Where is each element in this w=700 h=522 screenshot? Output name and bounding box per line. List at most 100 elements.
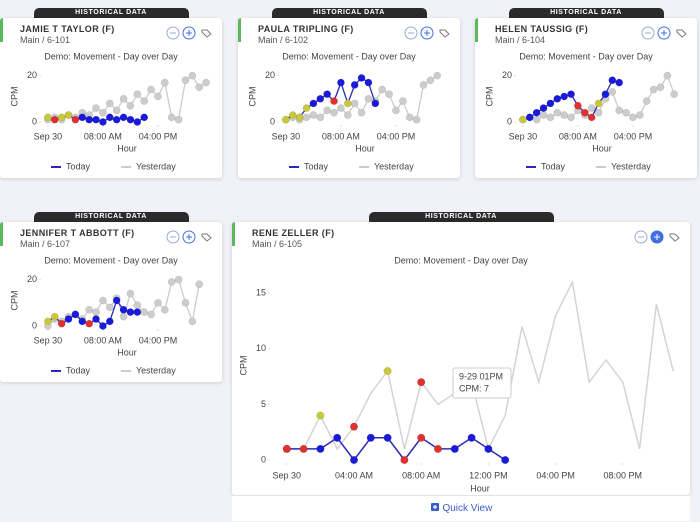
quick-view-bar[interactable]: Quick View xyxy=(232,495,690,521)
data-point xyxy=(433,71,442,80)
data-point xyxy=(553,94,562,103)
data-point xyxy=(105,113,114,122)
data-point xyxy=(343,99,352,108)
y-tick-label: 20 xyxy=(27,274,37,284)
data-point xyxy=(426,76,435,85)
data-point xyxy=(92,308,100,316)
data-point xyxy=(309,111,318,119)
data-point xyxy=(635,111,644,119)
y-tick-label: 15 xyxy=(256,288,266,298)
data-point xyxy=(560,92,569,101)
data-point xyxy=(364,94,373,103)
card-name: JENNIFER T ABBOTT (F) xyxy=(20,228,135,238)
data-point xyxy=(350,81,359,89)
data-point xyxy=(174,115,183,124)
x-tick-label: 08:00 AM xyxy=(322,131,360,141)
card: RENE ZELLER (F) Main / 6-105 Demo: Moveme… xyxy=(232,222,690,495)
data-point xyxy=(64,315,73,323)
data-point xyxy=(601,90,610,99)
card-location: Main / 6-107 xyxy=(20,239,71,249)
chart: Demo: Movement - Day over Day CPM Hour 0 5 10… xyxy=(238,255,674,493)
legend-label: Yesterday xyxy=(611,161,651,171)
y-tick-label: 0 xyxy=(32,320,37,330)
data-point xyxy=(92,115,100,124)
data-point xyxy=(195,83,204,92)
tooltip: 9-29 01PM CPM: 7 xyxy=(452,367,512,399)
data-point xyxy=(299,444,308,453)
chart: Demo: Movement - Day over Day CPM Hour 0 20 S… xyxy=(484,51,679,171)
data-point xyxy=(663,71,672,80)
card-icons xyxy=(166,230,216,249)
data-point xyxy=(398,97,407,105)
data-point xyxy=(140,308,149,316)
tab: HISTORICAL DATA xyxy=(33,212,189,222)
data-point xyxy=(160,78,169,87)
data-point xyxy=(450,444,459,453)
data-point xyxy=(174,275,183,284)
data-point xyxy=(78,113,87,122)
x-tick-label: Sep 30 xyxy=(272,131,301,141)
data-point xyxy=(546,113,555,122)
card: PAULA TRIPLING (F) Main / 6-102 Demo: Mov… xyxy=(238,18,460,178)
tab: HISTORICAL DATA xyxy=(33,8,189,18)
x-tick-label: 04:00 PM xyxy=(536,470,575,480)
card-name: RENE ZELLER (F) xyxy=(252,228,335,238)
data-point xyxy=(560,111,569,119)
x-axis-label: Hour xyxy=(117,347,137,357)
tab: HISTORICAL DATA xyxy=(271,8,427,18)
data-point xyxy=(295,113,304,122)
data-point xyxy=(484,444,493,453)
data-point xyxy=(140,97,149,105)
icon-buttons[interactable] xyxy=(641,26,691,40)
card-location: Main / 6-101 xyxy=(20,35,71,45)
data-point xyxy=(119,312,128,321)
data-point xyxy=(133,118,142,126)
data-point xyxy=(188,71,197,80)
data-point xyxy=(50,115,59,124)
chart-title: Demo: Movement - Day over Day xyxy=(282,51,416,61)
data-point xyxy=(546,99,555,108)
y-axis-label: CPM xyxy=(9,87,19,107)
data-point xyxy=(385,90,393,99)
data-point xyxy=(656,83,665,92)
data-point xyxy=(99,118,107,126)
data-point xyxy=(532,115,541,124)
x-tick-label: 04:00 AM xyxy=(335,470,373,480)
data-point xyxy=(343,111,352,119)
data-point xyxy=(405,113,414,122)
chart-title: Demo: Movement - Day over Day xyxy=(394,255,528,265)
icon-buttons[interactable] xyxy=(166,26,216,40)
y-tick-label: 10 xyxy=(256,343,266,353)
data-point xyxy=(364,78,373,87)
data-point xyxy=(525,113,534,122)
y-tick-label: 5 xyxy=(261,399,266,409)
icon-buttons[interactable] xyxy=(634,230,684,244)
legend-label: Yesterday xyxy=(136,365,176,375)
data-point xyxy=(567,113,575,122)
x-tick-label: 04:00 PM xyxy=(377,131,416,141)
data-point xyxy=(160,305,169,314)
data-point xyxy=(202,78,210,87)
data-point xyxy=(112,106,121,115)
chart-title: Demo: Movement - Day over Day xyxy=(44,51,178,61)
series-line xyxy=(286,279,674,452)
data-point xyxy=(580,108,589,117)
x-tick-label: 08:00 PM xyxy=(604,470,643,480)
card-icons xyxy=(404,26,454,45)
data-point xyxy=(392,106,400,115)
icon-buttons[interactable] xyxy=(404,26,454,40)
card: JENNIFER T ABBOTT (F) Main / 6-107 Demo: … xyxy=(0,222,222,382)
card: JAMIE T TAYLOR (F) Main / 6-101 Demo: Mov… xyxy=(0,18,222,178)
data-point xyxy=(188,317,197,326)
data-point xyxy=(126,289,135,298)
data-point xyxy=(126,308,135,316)
icon-buttons[interactable] xyxy=(166,230,216,244)
data-point xyxy=(57,319,66,328)
data-point xyxy=(44,113,52,122)
data-point xyxy=(539,111,548,119)
data-point xyxy=(622,108,630,117)
chart: Demo: Movement - Day over Day CPM Hour 0 20 S… xyxy=(9,255,204,375)
quick-view-label[interactable]: Quick View xyxy=(442,503,493,514)
data-point xyxy=(85,115,94,124)
data-point xyxy=(615,78,624,87)
